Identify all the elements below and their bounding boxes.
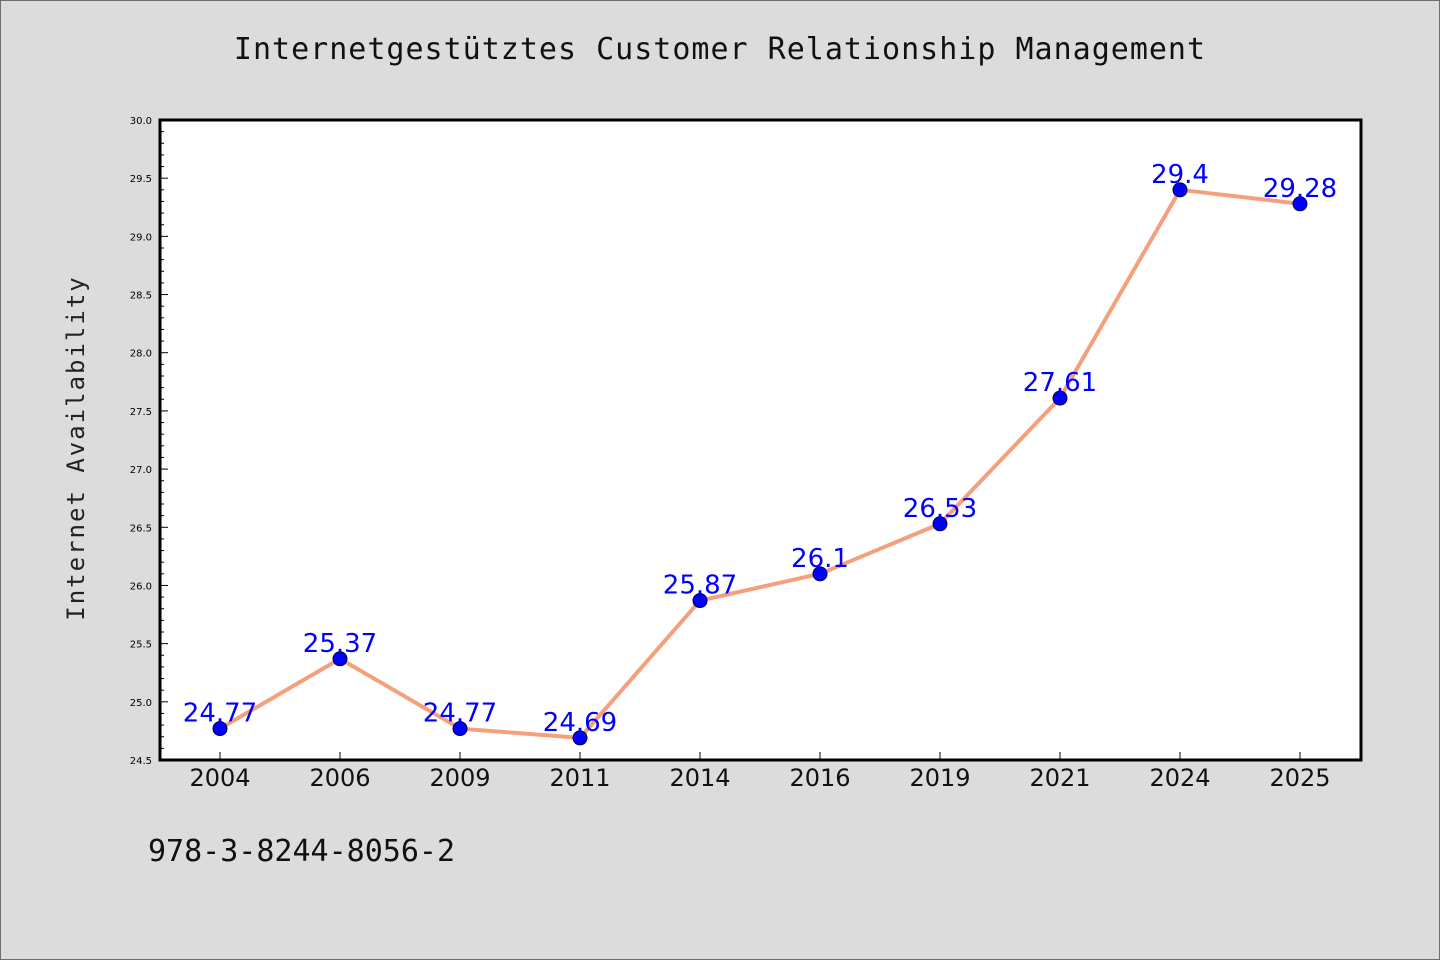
y-tick-label: 28.5 <box>130 291 152 302</box>
x-tick-label: 2025 <box>1269 764 1330 792</box>
data-label: 24.77 <box>423 699 497 729</box>
data-label: 25.87 <box>663 571 737 601</box>
y-tick-label: 25.5 <box>130 640 152 651</box>
x-tick-label: 2024 <box>1149 764 1210 792</box>
data-point <box>452 721 468 737</box>
x-tick-label: 2009 <box>429 764 490 792</box>
plot-border <box>158 118 1363 762</box>
x-tick-label: 2019 <box>909 764 970 792</box>
chart-title: Internetgestütztes Customer Relationship… <box>233 32 1207 67</box>
x-tick-label: 2014 <box>669 764 730 792</box>
data-label: 27.61 <box>1023 368 1097 398</box>
data-point <box>1292 196 1308 212</box>
data-label: 24.77 <box>183 699 257 729</box>
y-tick-label: 27.5 <box>130 407 152 418</box>
y-tick-label: 29.5 <box>130 174 152 185</box>
data-label: 29.4 <box>1151 160 1209 190</box>
data-point <box>812 566 828 582</box>
x-tick-label: 2004 <box>189 764 250 792</box>
data-label: 25.37 <box>303 629 377 659</box>
y-tick-label: 30.0 <box>130 116 152 127</box>
x-tick-label: 2006 <box>309 764 370 792</box>
isbn-text: 978-3-8244-8056-2 <box>148 834 456 869</box>
data-point <box>572 730 588 746</box>
x-tick-label: 2011 <box>549 764 610 792</box>
data-point <box>932 516 948 532</box>
y-tick-label: 26.0 <box>130 581 152 592</box>
data-label: 26.1 <box>791 544 849 574</box>
y-tick-label: 24.5 <box>130 756 152 767</box>
data-point <box>1052 390 1068 406</box>
series-line <box>218 187 1302 740</box>
data-point <box>692 593 708 609</box>
y-tick-label: 28.0 <box>130 349 152 360</box>
y-tick-label: 29.0 <box>130 232 152 243</box>
data-point <box>1172 182 1188 198</box>
y-tick-label: 25.0 <box>130 698 152 709</box>
data-point <box>212 721 228 737</box>
x-tick-label: 2016 <box>789 764 850 792</box>
y-tick-label: 27.0 <box>130 465 152 476</box>
x-tick-label: 2021 <box>1029 764 1090 792</box>
data-label: 24.69 <box>543 708 617 738</box>
y-tick-label: 26.5 <box>130 523 152 534</box>
data-label: 29.28 <box>1263 174 1337 204</box>
data-label: 26.53 <box>903 494 977 524</box>
data-point <box>332 651 348 667</box>
